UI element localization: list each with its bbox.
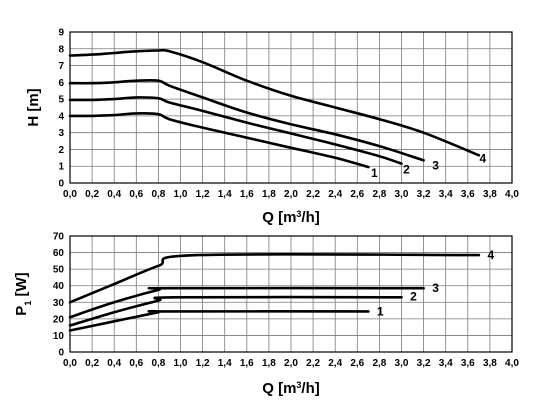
- x-tick-label: 2,4: [328, 358, 342, 369]
- y-tick-label: 50: [53, 265, 65, 276]
- y-tick-label: 10: [53, 331, 65, 342]
- curve-4: [68, 48, 481, 157]
- x-tick-label: 1,0: [174, 189, 188, 200]
- y-tick-label: 5: [58, 95, 64, 106]
- y-tick-label: 40: [53, 281, 65, 292]
- x-tick-label: 1,8: [262, 358, 276, 369]
- x-tick-label: 1,4: [218, 358, 232, 369]
- x-tick-label: 0,0: [63, 189, 77, 200]
- curve-label-2: 2: [403, 163, 410, 177]
- x-tick-label: 0,0: [63, 358, 77, 369]
- x-tick-label: 4,0: [505, 189, 519, 200]
- curve-label-1: 1: [377, 304, 384, 318]
- curve-2: [68, 96, 403, 165]
- x-tick-label: 3,8: [483, 189, 497, 200]
- y-tick-label: 4: [58, 111, 64, 122]
- y-tick-label: 9: [58, 28, 64, 39]
- x-tick-label: 3,0: [395, 358, 409, 369]
- x-tick-label: 0,6: [129, 358, 143, 369]
- y-axis-label: H [m]: [25, 88, 42, 126]
- y-tick-label: 20: [53, 314, 65, 325]
- x-tick-label: 1,4: [218, 189, 232, 200]
- y-tick-label: 8: [58, 44, 64, 55]
- y-tick-label: 60: [53, 248, 65, 259]
- curve-3: [68, 78, 425, 162]
- x-tick-label: 1,6: [240, 189, 254, 200]
- x-tick-label: 2,6: [350, 358, 364, 369]
- x-tick-label: 1,6: [240, 358, 254, 369]
- y-tick-label: 1: [58, 162, 64, 173]
- x-tick-label: 1,2: [196, 358, 210, 369]
- curve-2: [68, 295, 403, 327]
- plot-frame: [69, 235, 513, 353]
- y-axis-label: P1 [W]: [13, 272, 33, 315]
- x-tick-label: 0,4: [107, 189, 121, 200]
- x-tick-label: 3,4: [439, 358, 453, 369]
- y-tick-label: 3: [58, 128, 64, 139]
- curve-4: [68, 253, 481, 304]
- x-tick-label: 3,0: [395, 189, 409, 200]
- y-tick-label: 0: [58, 348, 64, 359]
- x-tick-label: 0,6: [129, 189, 143, 200]
- curve-1: [68, 112, 370, 169]
- x-tick-label: 0,2: [85, 189, 99, 200]
- x-tick-label: 0,4: [107, 358, 121, 369]
- x-tick-label: 2,2: [306, 189, 320, 200]
- x-tick-label: 0,8: [151, 358, 165, 369]
- x-axis-label: Q [m3/h]: [262, 380, 320, 397]
- x-tick-label: 1,0: [174, 358, 188, 369]
- x-tick-label: 2,6: [350, 189, 364, 200]
- curve-1: [68, 309, 370, 332]
- plot-frame: [69, 31, 513, 184]
- x-tick-label: 3,4: [439, 189, 453, 200]
- curve-label-1: 1: [371, 166, 378, 180]
- x-tick-label: 2,8: [372, 358, 386, 369]
- x-tick-label: 3,6: [461, 358, 475, 369]
- x-tick-label: 2,8: [372, 189, 386, 200]
- curve-label-2: 2: [410, 289, 417, 303]
- x-tick-label: 1,8: [262, 189, 276, 200]
- x-tick-label: 4,0: [505, 358, 519, 369]
- y-tick-label: 2: [58, 145, 64, 156]
- y-tick-label: 7: [58, 61, 64, 72]
- x-tick-label: 2,0: [284, 358, 298, 369]
- x-tick-label: 3,2: [417, 358, 431, 369]
- curve-label-3: 3: [432, 158, 439, 172]
- x-tick-label: 3,6: [461, 189, 475, 200]
- x-tick-label: 2,4: [328, 189, 342, 200]
- curve-label-4: 4: [480, 151, 487, 165]
- x-tick-label: 0,8: [151, 189, 165, 200]
- x-tick-label: 3,8: [483, 358, 497, 369]
- y-tick-label: 6: [58, 78, 64, 89]
- x-tick-label: 3,2: [417, 189, 431, 200]
- y-tick-label: 30: [53, 298, 65, 309]
- x-tick-label: 2,0: [284, 189, 298, 200]
- x-tick-label: 0,2: [85, 358, 99, 369]
- y-tick-label: 0: [58, 179, 64, 190]
- y-tick-label: 70: [53, 232, 65, 243]
- superscript-3: 3: [296, 380, 301, 390]
- subscript-1: 1: [23, 301, 33, 306]
- superscript-3: 3: [296, 209, 301, 219]
- x-axis-label: Q [m3/h]: [262, 209, 320, 226]
- x-tick-label: 2,2: [306, 358, 320, 369]
- curve-label-3: 3: [432, 281, 439, 295]
- x-tick-label: 1,2: [196, 189, 210, 200]
- curve-3: [68, 286, 425, 319]
- curve-label-4: 4: [488, 248, 495, 262]
